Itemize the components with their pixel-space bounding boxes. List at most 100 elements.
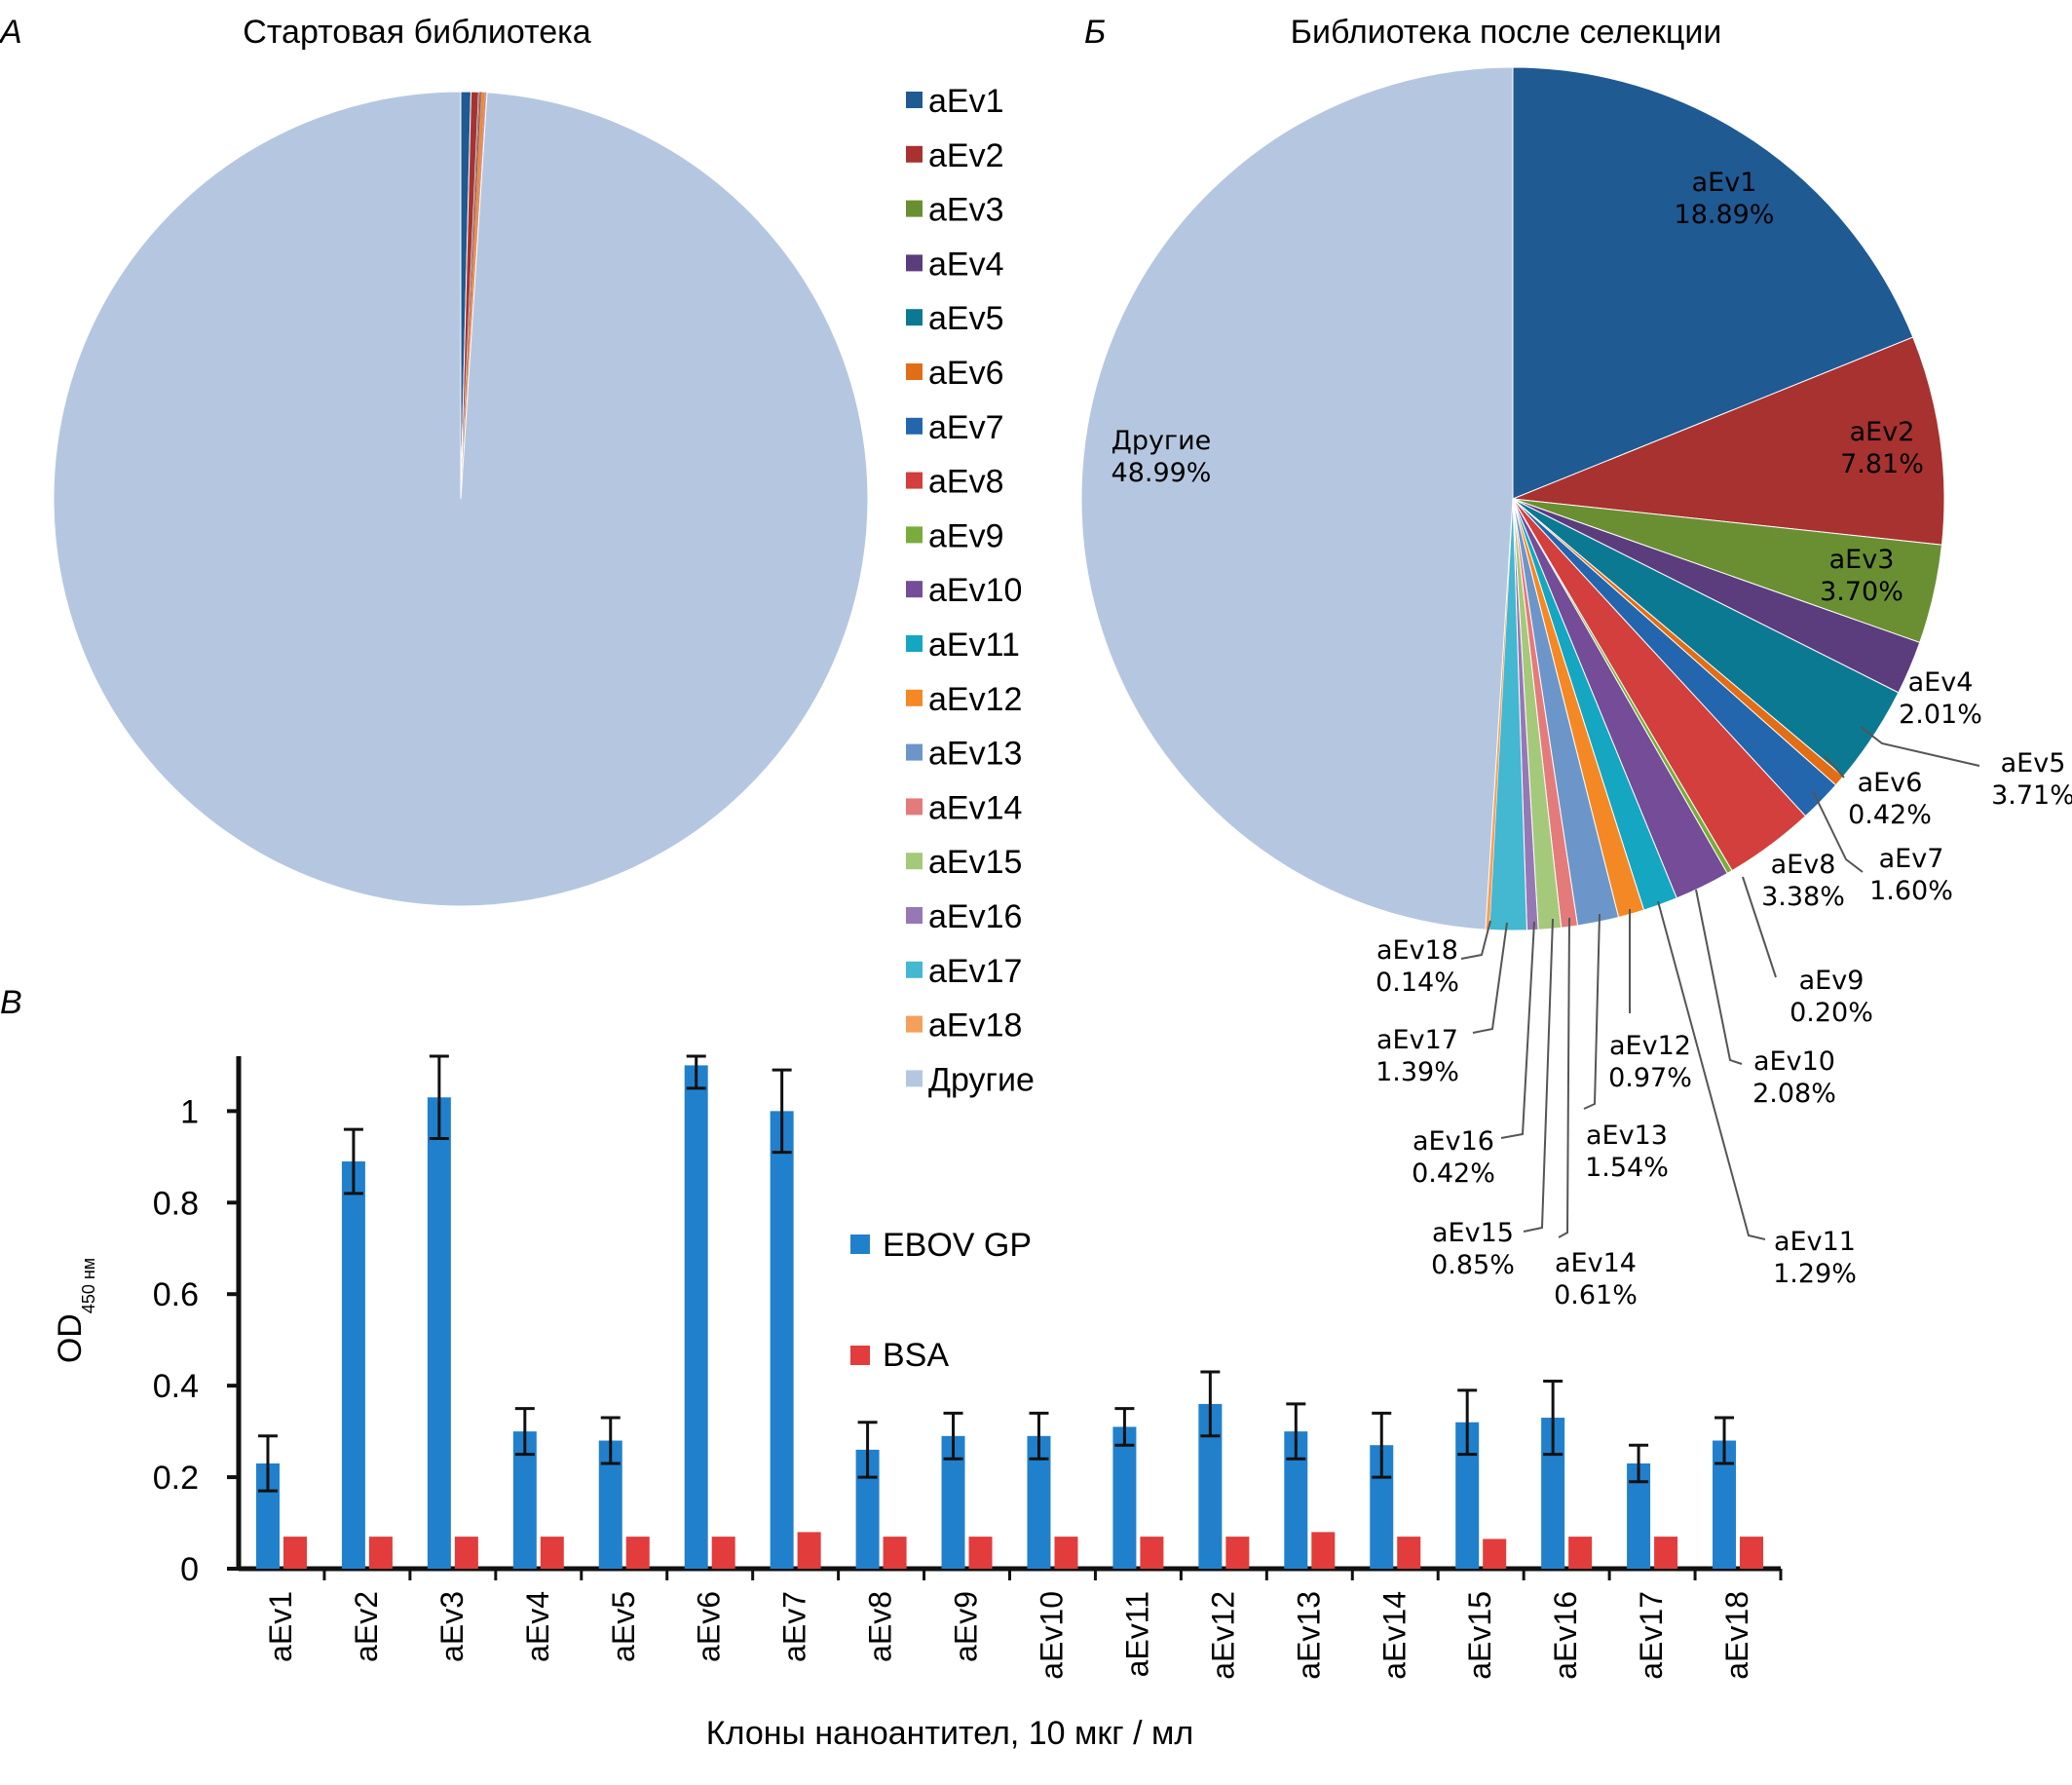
pie-b-label-aev15: aEv15 [1432, 1218, 1514, 1248]
pie-b-label-aev9: aEv9 [1799, 966, 1865, 996]
pie-b-slice-aev2 [1512, 336, 1945, 546]
pie-b-value-aev14: 0.61% [1554, 1280, 1638, 1310]
legend-label-aev6: aEv6 [928, 355, 1004, 392]
y-tick-label: 0.8 [153, 1185, 199, 1222]
legend-swatch-aev5 [906, 309, 923, 326]
bar-bsa-aev11 [1140, 1537, 1164, 1569]
legend-label-aev17: aEv17 [928, 953, 1022, 990]
legend-label-aev18: aEv18 [928, 1007, 1022, 1044]
x-label-aev5: aEv5 [606, 1591, 641, 1662]
pie-b-label-others: Другие [1111, 426, 1212, 456]
pie-b-label-aev10: aEv10 [1753, 1046, 1835, 1077]
pie-b-label-aev4: aEv4 [1908, 667, 1974, 698]
pie-b-slice-others [1080, 66, 1514, 930]
legend-swatch-aev4 [906, 254, 923, 272]
pie-a-slice-aev4 [461, 92, 479, 499]
pie-b-label-aev14: aEv14 [1555, 1248, 1637, 1278]
panel-a-title: Стартовая библиотека [243, 14, 590, 51]
pie-b-leader-aev7 [1812, 790, 1864, 873]
legend-label-aev9: aEv9 [928, 517, 1004, 554]
x-label-aev9: aEv9 [949, 1591, 984, 1662]
legend-swatch-aev6 [906, 363, 923, 380]
bar-bsa-aev9 [968, 1537, 993, 1569]
pie-b-slice-aev17 [1488, 498, 1527, 931]
pie-b-value-aev12: 0.97% [1608, 1063, 1692, 1093]
pie-b-leader-aev13 [1583, 913, 1601, 1110]
bar-ebov-aev2 [341, 1161, 365, 1569]
panel-a-letter: А [0, 14, 22, 51]
x-label-aev4: aEv4 [520, 1591, 555, 1662]
pie-a-slice-aev5 [461, 92, 480, 499]
pie-b-label-aev17: aEv17 [1376, 1025, 1458, 1055]
legend-swatch-ebov [850, 1234, 870, 1254]
pie-b-label-aev8: aEv8 [1771, 850, 1836, 880]
pie-b-value-aev6: 0.42% [1848, 800, 1932, 830]
pie-b-value-aev17: 1.39% [1375, 1057, 1459, 1087]
pie-b-label-aev5: aEv5 [2001, 748, 2066, 779]
legend-swatch-aev12 [906, 689, 923, 706]
legend-label-aev2: aEv2 [928, 137, 1004, 174]
pie-b-value-aev4: 2.01% [1899, 700, 1982, 730]
legend-swatch-aev18 [906, 1015, 923, 1033]
legend-label-aev7: aEv7 [928, 409, 1004, 446]
legend-label-aev1: aEv1 [928, 83, 1004, 120]
pie-b-value-aev2: 7.81% [1840, 449, 1924, 479]
pie-b-label-aev2: aEv2 [1850, 417, 1915, 447]
x-label-aev6: aEv6 [692, 1591, 727, 1662]
pie-b-leader-aev10 [1695, 889, 1743, 1065]
pie-b-leader-aev11 [1657, 900, 1766, 1240]
legend-label-bsa: BSA [883, 1337, 949, 1374]
bar-ebov-aev3 [427, 1097, 451, 1569]
x-label-aev10: aEv10 [1034, 1591, 1069, 1680]
x-label-aev12: aEv12 [1205, 1591, 1240, 1680]
panel-c-letter: В [0, 984, 22, 1021]
legend-label-aev16: aEv16 [928, 898, 1022, 935]
pie-b-value-aev18: 0.14% [1375, 968, 1459, 998]
legend-swatch-aev11 [906, 635, 923, 652]
bar-bsa-aev4 [540, 1537, 564, 1569]
bar-bsa-aev3 [454, 1537, 478, 1569]
y-tick-label: 0.6 [153, 1276, 199, 1313]
legend-swatch-aev17 [906, 961, 923, 978]
legend-swatch-others [906, 1070, 923, 1087]
pie-b-leader-aev18 [1460, 920, 1491, 960]
x-label-aev8: aEv8 [863, 1591, 898, 1662]
legend-swatch-aev14 [906, 798, 923, 816]
pie-b-label-aev7: aEv7 [1879, 844, 1944, 874]
pie-a-slice-aev10 [461, 92, 482, 500]
pie-b-label-aev16: aEv16 [1413, 1126, 1494, 1157]
y-tick-label: 0.2 [153, 1460, 199, 1497]
bar-ebov-aev7 [770, 1111, 794, 1569]
x-label-aev2: aEv2 [349, 1591, 384, 1662]
x-label-aev16: aEv16 [1548, 1591, 1583, 1680]
legend-swatch-aev16 [906, 907, 923, 924]
pie-a-slice-aev2 [460, 91, 479, 500]
pie-b-label-aev18: aEv18 [1376, 935, 1458, 966]
pie-b-value-aev15: 0.85% [1431, 1250, 1515, 1280]
pie-a-slice-aev12 [461, 92, 485, 500]
legend-label-aev4: aEv4 [928, 246, 1004, 283]
legend-swatch-aev3 [906, 200, 923, 217]
bar-bsa-aev6 [711, 1537, 735, 1569]
pie-b-leader-aev9 [1742, 876, 1777, 978]
bar-bsa-aev15 [1483, 1538, 1507, 1569]
pie-a-slice-others [53, 91, 869, 907]
y-tick-label: 1 [180, 1093, 199, 1130]
legend-swatch-aev8 [906, 472, 923, 489]
pie-b-leader-aev6 [1824, 755, 1845, 779]
pie-b-value-aev1: 18.89% [1675, 200, 1775, 230]
pie-b-value-aev10: 2.08% [1752, 1079, 1836, 1109]
x-label-aev18: aEv18 [1719, 1591, 1754, 1680]
y-tick-label: 0 [180, 1551, 199, 1588]
pie-a-slice-aev13 [461, 92, 485, 499]
x-label-aev17: aEv17 [1634, 1591, 1669, 1680]
legend-swatch-aev1 [906, 92, 923, 108]
bar-bsa-aev8 [883, 1537, 907, 1569]
bar-bsa-aev5 [625, 1537, 650, 1569]
pie-b-label-aev1: aEv1 [1692, 168, 1757, 198]
pie-a-slice-aev7 [461, 92, 480, 499]
legend-swatch-bsa [850, 1346, 870, 1365]
bar-ebov-aev6 [684, 1065, 708, 1569]
pie-b-label-aev12: aEv12 [1609, 1031, 1691, 1061]
